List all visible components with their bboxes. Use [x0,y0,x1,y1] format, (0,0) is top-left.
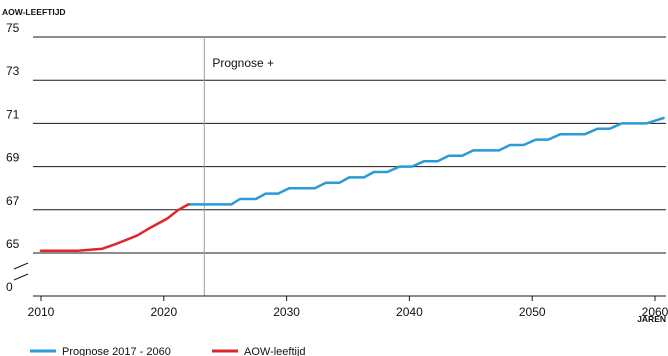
legend-label-prognose: Prognose 2017 - 2060 [62,346,171,356]
y-tick-label-73: 73 [6,64,20,78]
axis-break-stroke-upper [13,262,29,270]
y-tick-label-0: 0 [6,280,13,294]
axis-break-stroke-lower [13,273,29,281]
x-tick-label-2020: 2020 [150,305,177,319]
legend-label-aow: AOW-leeftijd [244,346,306,356]
x-tick-label-2060: 2060 [642,305,668,319]
x-tick-label-2040: 2040 [396,305,423,319]
x-tick-label-2030: 2030 [273,305,300,319]
y-axis-title: AOW-LEEFTIJD [2,7,66,17]
axis-break-marker [13,262,29,281]
x-tick-label-2050: 2050 [519,305,546,319]
gridlines [33,36,666,254]
x-axis-title: JAREN [637,314,666,324]
y-tick-labels: 75 73 71 69 67 65 0 [6,21,20,294]
x-axis: 2010 2020 2030 2040 2050 2060 [28,295,668,319]
series-line-1 [39,203,190,253]
y-tick-label-69: 69 [6,151,20,165]
y-tick-label-75: 75 [6,21,20,35]
x-tick-label-2010: 2010 [28,305,55,319]
series-line-0 [187,116,665,206]
y-tick-label-67: 67 [6,194,20,208]
series-lines [39,116,665,253]
y-tick-label-71: 71 [6,107,20,121]
prognosis-label: Prognose + [212,56,274,70]
y-tick-label-65: 65 [6,237,20,251]
legend: Prognose 2017 - 2060 AOW-leeftijd [30,346,306,356]
